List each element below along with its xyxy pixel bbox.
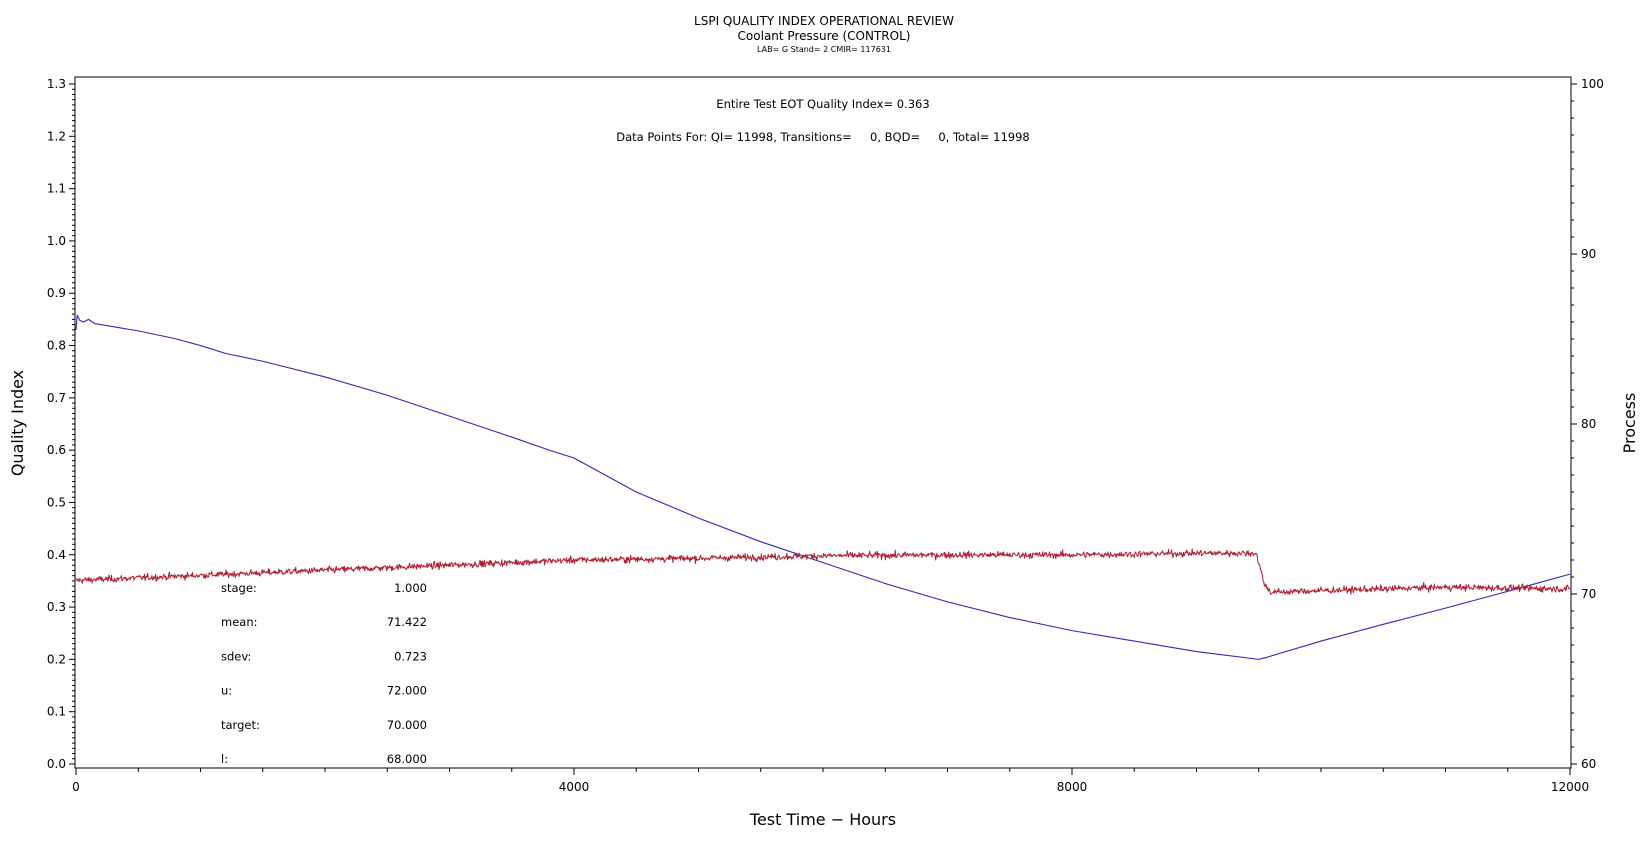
y-axis-left-label: Quality Index — [8, 370, 27, 476]
stat-value: 72.000 — [387, 684, 427, 698]
x-tick-label: 12000 — [1551, 780, 1589, 794]
stat-value: 0.723 — [394, 649, 427, 663]
stats-table: stage: 1.000 mean: 71.422 sdev: 0.723 u: 72.000… — [221, 581, 427, 766]
stat-label: mean: — [221, 615, 258, 629]
series-line-process — [75, 548, 1571, 595]
y-right-tick-label: 60 — [1581, 757, 1596, 771]
y-right-tick-label: 100 — [1581, 77, 1604, 91]
y-left-tick-label: 0.5 — [47, 495, 66, 509]
chart-title: LSPI QUALITY INDEX OPERATIONAL REVIEW — [694, 14, 954, 28]
y-right-tick-label: 90 — [1581, 247, 1596, 261]
y-left-tick-label: 0.6 — [47, 443, 66, 457]
y-left-tick-label: 0.7 — [47, 391, 66, 405]
y-left-tick-label: 1.2 — [47, 129, 66, 143]
stat-label: target: — [221, 718, 260, 732]
series-line-quality-index — [75, 314, 1571, 660]
data-points-annotation: Data Points For: QI= 11998, Transitions=… — [616, 130, 1029, 144]
stat-label: sdev: — [221, 649, 251, 663]
y-left-tick-label: 0.4 — [47, 548, 66, 562]
stat-value: 68.000 — [387, 752, 427, 766]
axes-ticks: 0.0 0.1 0.2 0.3 0.4 0.5 0.6 0.7 0.8 0.9 1.0 1.1 1.2 1… — [47, 77, 1604, 794]
y-left-tick-label: 1.3 — [47, 77, 66, 91]
stat-label: l: — [221, 752, 228, 766]
y-right-tick-label: 70 — [1581, 587, 1596, 601]
y-right-tick-label: 80 — [1581, 417, 1596, 431]
x-tick-label: 8000 — [1057, 780, 1088, 794]
y-left-tick-label: 0.0 — [47, 757, 66, 771]
y-left-tick-label: 1.0 — [47, 234, 66, 248]
stat-value: 71.422 — [387, 615, 427, 629]
stat-label: u: — [221, 684, 232, 698]
series-layer — [75, 314, 1571, 660]
y-left-tick-label: 0.9 — [47, 286, 66, 300]
chart-subtitle-lab: LAB= G Stand= 2 CMIR= 117631 — [757, 45, 891, 54]
stat-label: stage: — [221, 581, 257, 595]
chart-subtitle: Coolant Pressure (CONTROL) — [738, 29, 911, 43]
y-left-tick-label: 0.2 — [47, 652, 66, 666]
y-left-tick-label: 0.3 — [47, 600, 66, 614]
x-tick-label: 0 — [72, 780, 80, 794]
eot-quality-annotation: Entire Test EOT Quality Index= 0.363 — [716, 97, 929, 111]
stat-value: 70.000 — [387, 718, 427, 732]
x-axis-label: Test Time − Hours — [749, 810, 896, 829]
stat-value: 1.000 — [394, 581, 427, 595]
x-tick-label: 4000 — [559, 780, 590, 794]
y-axis-right-label: Process — [1620, 393, 1639, 454]
y-left-tick-label: 0.8 — [47, 339, 66, 353]
plot-frame — [74, 76, 1572, 769]
y-left-tick-label: 0.1 — [47, 705, 66, 719]
y-left-tick-label: 1.1 — [47, 182, 66, 196]
